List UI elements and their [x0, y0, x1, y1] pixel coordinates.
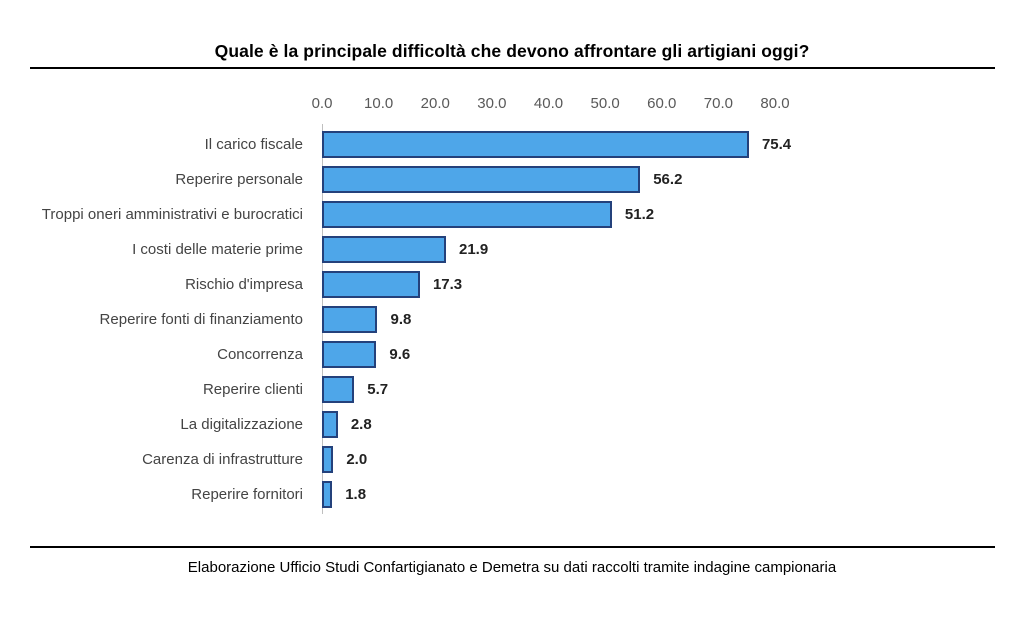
value-label: 56.2: [653, 171, 683, 188]
category-label: Rischio d'impresa: [185, 276, 303, 293]
source-note: Elaborazione Ufficio Studi Confartigiana…: [187, 559, 837, 576]
bar-row: La digitalizzazione 2.8: [0, 407, 1024, 442]
bar-row: Troppi oneri amministrativi e burocratic…: [0, 197, 1024, 232]
bar-row: Concorrenza 9.6: [0, 337, 1024, 372]
bar: [322, 166, 641, 193]
category-label: Reperire fornitori: [191, 486, 303, 503]
plot-area: Il carico fiscale 75.4 Reperire personal…: [0, 127, 1024, 512]
x-axis-tick-label: 0.0: [311, 95, 333, 112]
x-axis-tick-label: 20.0: [420, 95, 450, 112]
x-axis-tick-label: 60.0: [647, 95, 677, 112]
category-label: I costi delle materie prime: [132, 241, 303, 258]
bar-row: Carenza di infrastrutture 2.0: [0, 442, 1024, 477]
bottom-divider: [30, 546, 995, 548]
x-axis-tick-label: 40.0: [533, 95, 564, 112]
x-axis-tick-label: 50.0: [590, 95, 620, 112]
bar: [322, 271, 420, 298]
category-label: Reperire fonti di finanziamento: [99, 311, 303, 328]
value-label: 2.8: [350, 416, 372, 433]
bar: [322, 446, 334, 473]
value-label: 2.0: [346, 451, 368, 468]
bar: [322, 201, 612, 228]
bar-row: I costi delle materie prime 21.9: [0, 232, 1024, 267]
bar: [322, 341, 377, 368]
category-label: Reperire personale: [175, 171, 303, 188]
category-label: Reperire clienti: [202, 381, 303, 398]
bar: [322, 376, 355, 403]
top-divider: [30, 67, 995, 69]
value-label: 9.8: [390, 311, 412, 328]
bar-row: Reperire clienti 5.7: [0, 372, 1024, 407]
bar: [322, 131, 749, 158]
bar: [322, 306, 378, 333]
category-label: Troppi oneri amministrativi e burocratic…: [41, 206, 303, 223]
category-label: Concorrenza: [217, 346, 303, 363]
bar: [322, 236, 446, 263]
x-axis-tick-label: 30.0: [477, 95, 507, 112]
x-axis-tick-label: 80.0: [760, 95, 790, 112]
value-label: 1.8: [345, 486, 367, 503]
value-label: 21.9: [459, 241, 489, 258]
value-label: 17.3: [432, 276, 463, 293]
x-axis-ticks: 0.0 10.0 20.0 30.0 40.0 50.0 60.0 70.0 80.0: [312, 95, 790, 113]
category-label: Carenza di infrastrutture: [142, 451, 303, 468]
value-label: 75.4: [761, 136, 792, 153]
category-label: Il carico fiscale: [204, 136, 303, 153]
x-axis-tick-label: 10.0: [364, 95, 394, 112]
bar-row: Reperire fonti di finanziamento 9.8: [0, 302, 1024, 337]
bar-row: Rischio d'impresa 17.3: [0, 267, 1024, 302]
value-label: 51.2: [624, 206, 655, 223]
bar-row: Reperire fornitori 1.8: [0, 477, 1024, 512]
bar-row: Reperire personale 56.2: [0, 162, 1024, 197]
chart-title: Quale è la principale difficoltà che dev…: [214, 41, 810, 61]
bar: [322, 411, 338, 438]
bar-row: Il carico fiscale 75.4: [0, 127, 1024, 162]
bar: [322, 481, 333, 508]
x-axis-tick-label: 70.0: [703, 95, 733, 112]
value-label: 5.7: [367, 381, 389, 398]
value-label: 9.6: [389, 346, 411, 363]
category-label: La digitalizzazione: [180, 416, 303, 433]
